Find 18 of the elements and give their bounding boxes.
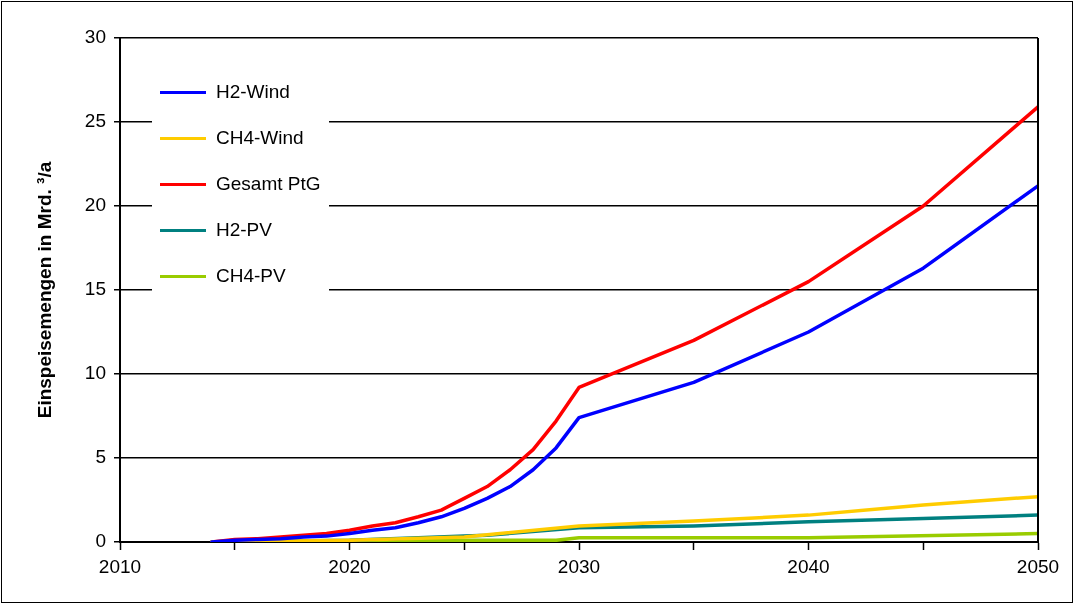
y-tick-label: 5: [95, 446, 106, 468]
y-tick-label: 0: [95, 530, 106, 552]
x-tick-label: 2030: [557, 555, 601, 577]
x-tick-label: 2020: [328, 555, 371, 577]
x-tick-label: 2010: [98, 555, 142, 577]
y-tick-label: 30: [84, 26, 106, 48]
y-axis-title: Einspeisemengen in Mrd. ³/a: [33, 161, 55, 419]
y-tick-label: 25: [84, 110, 106, 132]
legend-label: CH4-PV: [216, 265, 286, 287]
legend-label: Gesamt PtG: [216, 173, 321, 195]
y-tick-label: 20: [84, 194, 106, 216]
legend-label: H2-Wind: [216, 81, 290, 103]
y-tick-label: 15: [84, 278, 106, 300]
y-tick-label: 10: [84, 362, 106, 384]
x-tick-label: 2040: [787, 555, 830, 577]
legend-label: CH4-Wind: [216, 127, 304, 149]
x-tick-label: 2050: [1016, 555, 1060, 577]
legend-label: H2-PV: [216, 219, 272, 241]
